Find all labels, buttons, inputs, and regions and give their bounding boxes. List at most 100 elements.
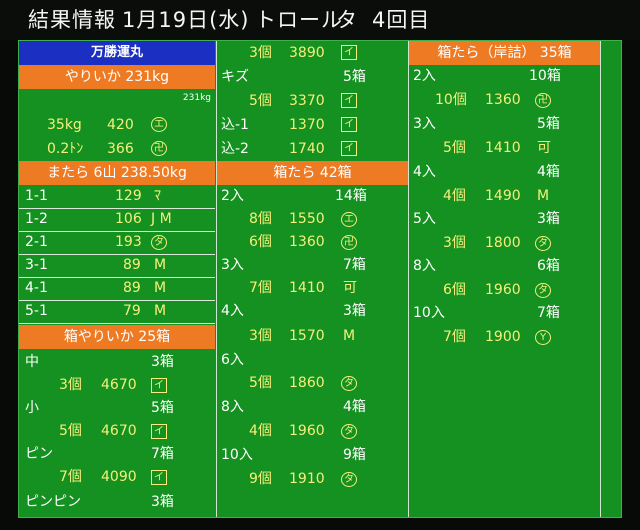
section-header: 箱たら（岸詰） 35箱 [409,41,600,65]
grade-label: 中 [25,354,39,370]
box-count: 3箱 [151,354,174,370]
list-item: 35kg 420 エ [19,113,215,137]
box-count: 3箱 [537,211,560,227]
price-value: 89 [123,280,141,296]
table-row: 1-2 106 J M [19,208,215,232]
list-item: 4個 1960 タ [217,420,408,443]
list-item: 7個 4090 イ [19,466,215,489]
table-row: 3-1 89 M [19,254,215,278]
list-item: 10個 1360 卍 [409,89,600,112]
list-item: 6個 1960 タ [409,279,600,302]
list-item: 4入 4箱 [409,161,600,184]
grade-label: 2入 [413,68,436,84]
buyer-icon: 卍 [535,93,551,108]
price-value: 1570 [289,328,325,344]
round: 4回目 [372,8,431,32]
price-value: 1410 [485,140,521,156]
buyer-icon: タ [341,424,357,439]
box-count: 7箱 [343,257,366,273]
piece-count: 3個 [443,235,466,251]
section-title: やりいか 231kg [64,69,170,85]
grade-label: 2入 [221,188,244,204]
buyer-icon: J M [151,211,172,227]
buyer-icon: イ [151,470,167,485]
session: タ [336,8,358,32]
grade-label: ピンピン [25,494,81,510]
buyer-icon: 可 [343,280,357,296]
price-value: 89 [123,257,141,273]
box-count: 9箱 [343,447,366,463]
buyer-icon: イ [151,378,167,393]
buyer-icon: 可 [537,140,551,156]
piece-count: 7個 [249,280,272,296]
price-value: 1800 [485,235,521,251]
piece-count: 6個 [443,282,466,298]
row-label: 2-1 [25,234,48,250]
box-count: 7箱 [537,305,560,321]
list-item: 小 5箱 [19,397,215,420]
price-value: 79 [123,303,141,319]
list-item: 8入 6箱 [409,255,600,278]
list-item: 6入 [217,349,408,372]
buyer-icon: 卍 [151,141,167,156]
buyer-icon: M [537,188,550,204]
piece-count: 7個 [59,469,82,485]
section-title: 箱たら（岸詰） 35箱 [437,45,572,61]
box-count: 4箱 [343,399,366,415]
box-count: 6箱 [537,258,560,274]
section-header: やりいか 231kg [19,65,215,89]
piece-count: 8個 [249,211,272,227]
buyer-icon: イ [341,117,357,132]
price-value: 420 [107,117,134,133]
list-item: 4個 1490 M [409,185,600,208]
row-label: 5-1 [25,303,48,319]
grade-label: 3入 [221,257,244,273]
piece-count: 7個 [443,329,466,345]
grade-label: 4入 [221,303,244,319]
piece-count: 5個 [59,423,82,439]
list-item: 3個 1800 タ [409,232,600,255]
row-label: 3-1 [25,257,48,273]
list-item: 込-1 1370 イ [217,113,408,137]
column-1: 万勝運丸 やりいか 231kg 231kg 35kg 420 エ 0.2ﾄﾝ 3… [19,41,215,517]
buyer-icon: 卍 [341,235,357,250]
price-value: 3370 [289,93,325,109]
grade-label: 8入 [221,399,244,415]
price-value: 1910 [289,471,325,487]
piece-count: 5個 [249,375,272,391]
list-item: 3個 1570 M [217,325,408,348]
price-value: 1740 [289,141,325,157]
grade-label: 4入 [413,164,436,180]
price-value: 1860 [289,375,325,391]
list-item: 9個 1910 タ [217,468,408,491]
list-item: 5個 1860 タ [217,372,408,395]
box-count: 5箱 [343,69,366,85]
buyer-icon: Y [535,330,551,345]
buyer-icon: M [154,303,167,319]
list-item: 3入 5箱 [409,113,600,136]
row-label: 1-1 [25,188,48,204]
price-value: 1960 [289,423,325,439]
buyer-icon: ﾏ [154,188,161,204]
box-count: 7箱 [151,446,174,462]
buyer-icon: タ [535,236,551,251]
box-count: 10箱 [529,68,561,84]
piece-count: 3個 [249,328,272,344]
price-value: 366 [107,141,134,157]
price-value: 4090 [101,469,137,485]
box-count: 5箱 [151,400,174,416]
list-item: 8入 4箱 [217,396,408,419]
price-value: 1360 [485,92,521,108]
buyer-icon: エ [151,117,167,132]
price-value: 1960 [485,282,521,298]
buyer-icon: M [343,328,356,344]
list-item: 込-2 1740 イ [217,137,408,161]
table-row: 4-1 89 M [19,277,215,301]
list-item: 7個 1410 可 [217,277,408,300]
grade-label: 10入 [413,305,445,321]
section-title: 箱たら 42箱 [273,165,352,181]
list-item: ピンピン 3箱 [19,491,215,514]
boat-name: 万勝運丸 [19,41,215,65]
buyer-icon: イ [341,45,357,60]
row-label: 4-1 [25,280,48,296]
